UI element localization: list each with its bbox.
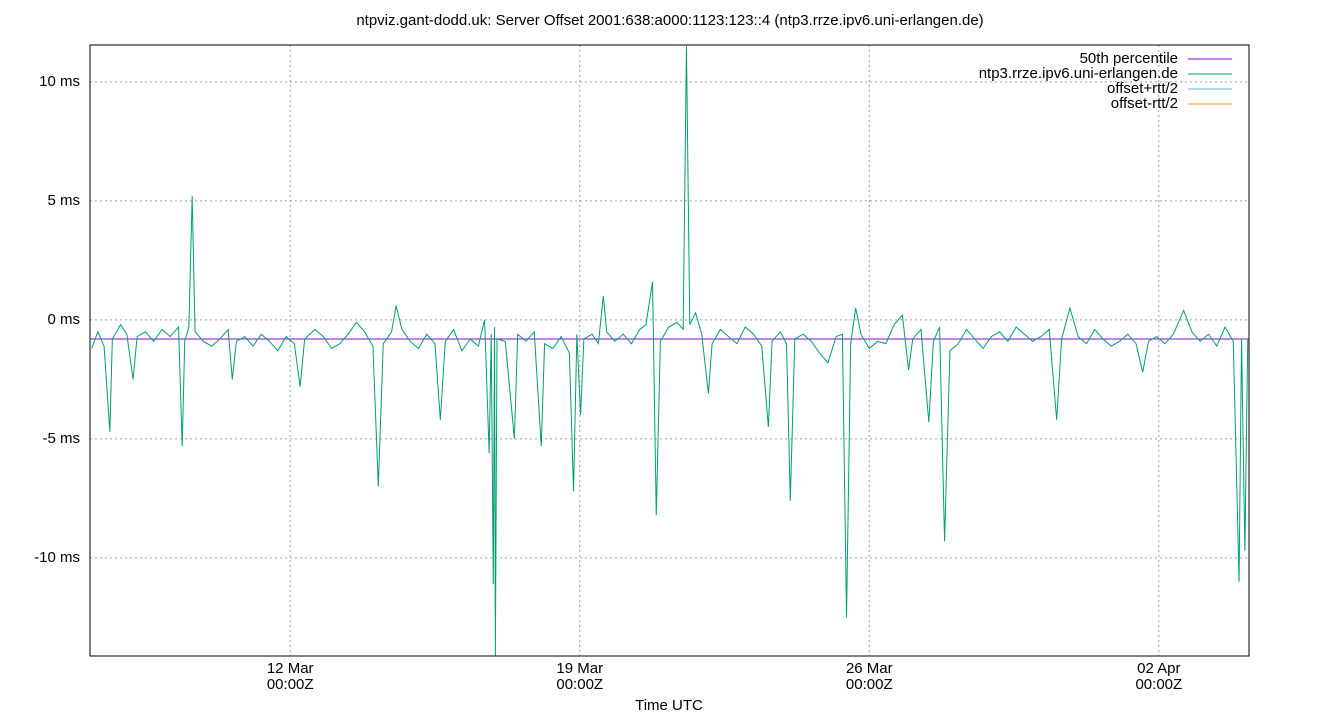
plot-border (89, 44, 1250, 657)
x-tick-label: 12 Mar (267, 660, 314, 677)
x-tick-label: 00:00Z (267, 676, 314, 693)
y-tick-label: 10 ms (39, 73, 80, 90)
y-tick-label: -5 ms (43, 430, 81, 447)
y-tick-label: -10 ms (34, 549, 80, 566)
x-axis-label: Time UTC (635, 697, 703, 714)
x-tick-label: 19 Mar (556, 660, 603, 677)
y-tick-label: 5 ms (47, 192, 80, 209)
y-tick-label: 0 ms (47, 311, 80, 328)
x-tick-label: 00:00Z (1135, 676, 1182, 693)
plot-area (90, 46, 1249, 656)
x-tick-label: 02 Apr (1137, 660, 1180, 677)
x-tick-label: 00:00Z (846, 676, 893, 693)
legend-label: 50th percentile (1080, 50, 1178, 67)
grid (90, 45, 1249, 656)
series-line (91, 46, 1249, 656)
x-tick-label: 26 Mar (846, 660, 893, 677)
chart-title: ntpviz.gant-dodd.uk: Server Offset 2001:… (356, 12, 983, 29)
legend-label: ntp3.rrze.ipv6.uni-erlangen.de (979, 65, 1178, 82)
legend-label: offset-rtt/2 (1111, 95, 1178, 112)
x-tick-label: 00:00Z (556, 676, 603, 693)
legend-label: offset+rtt/2 (1107, 80, 1178, 97)
legend: 50th percentilentp3.rrze.ipv6.uni-erlang… (979, 50, 1232, 112)
